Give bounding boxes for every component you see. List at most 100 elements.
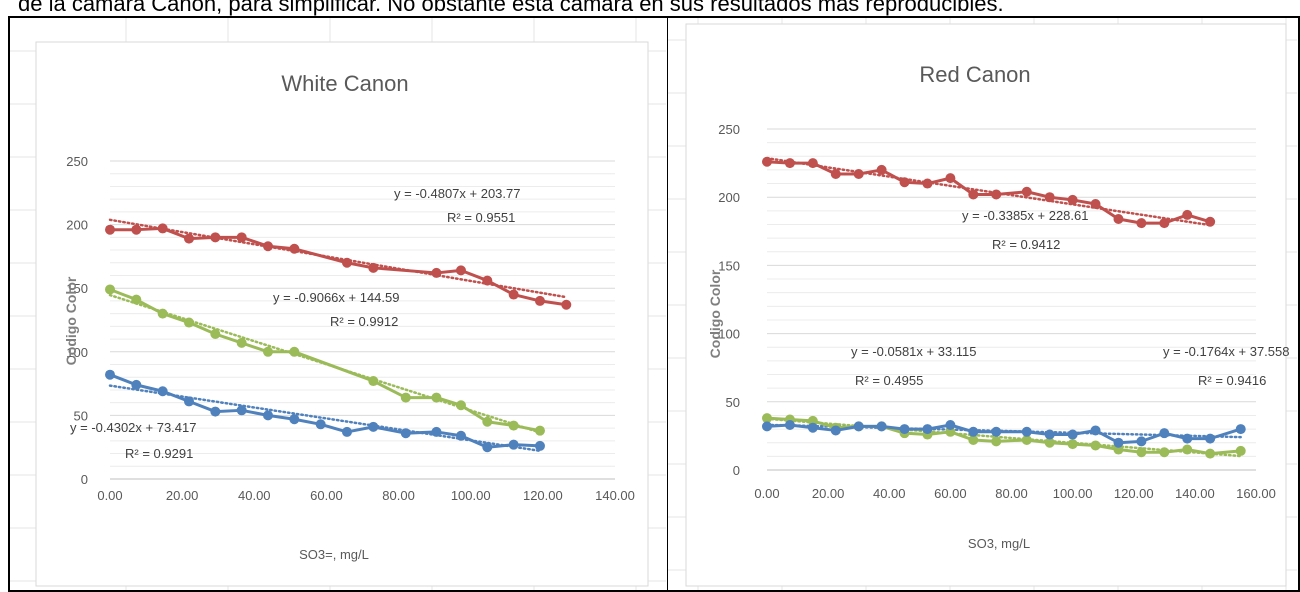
data-point xyxy=(157,223,168,234)
data-point xyxy=(899,424,910,435)
data-point xyxy=(105,224,115,235)
trendline-equation: y = -0.0581x + 33.115 xyxy=(851,344,977,359)
x-tick-label: 120.00 xyxy=(523,488,563,503)
data-point xyxy=(853,169,864,180)
data-point xyxy=(400,428,411,439)
white-canon-chart: White Canon 0 50 100 150 200 250 0.00 20.00 40.0… xyxy=(10,18,666,590)
x-tick-label: 60.00 xyxy=(934,486,967,501)
data-point xyxy=(1136,218,1147,229)
data-point xyxy=(534,440,545,451)
data-point xyxy=(1159,218,1170,229)
trendline-r2: R² = 0.9551 xyxy=(447,210,515,225)
data-point xyxy=(368,376,379,387)
data-point xyxy=(1205,433,1216,444)
x-tick-label: 100.00 xyxy=(451,488,491,503)
data-point xyxy=(236,232,247,243)
data-point xyxy=(1021,426,1032,437)
data-point xyxy=(455,400,466,411)
data-point xyxy=(183,317,194,328)
y-tick-label: 0 xyxy=(733,463,740,478)
y-tick-label: 150 xyxy=(66,281,88,296)
data-point xyxy=(991,426,1002,437)
data-point xyxy=(262,410,273,421)
y-tick-label: 250 xyxy=(66,154,88,169)
y-tick-label: 100 xyxy=(718,327,740,342)
data-point xyxy=(482,275,493,286)
data-point xyxy=(289,243,300,254)
x-axis-label: SO3, mg/L xyxy=(968,536,1030,551)
data-point xyxy=(508,439,519,450)
trendline-r2: R² = 0.9912 xyxy=(330,314,398,329)
trendline-r2: R² = 0.9416 xyxy=(1198,373,1266,388)
data-point xyxy=(968,434,979,445)
trendline-equation: y = -0.4302x + 73.417 xyxy=(70,420,196,435)
data-point xyxy=(762,413,772,424)
data-point xyxy=(183,396,194,407)
data-point xyxy=(341,257,352,268)
data-point xyxy=(945,173,956,184)
data-point xyxy=(534,425,545,436)
data-point xyxy=(1159,447,1170,458)
data-point xyxy=(262,241,273,252)
data-point xyxy=(368,421,379,432)
data-point xyxy=(482,442,493,453)
data-point xyxy=(922,178,933,189)
data-point xyxy=(1090,425,1101,436)
data-point xyxy=(1044,192,1055,203)
data-point xyxy=(1044,437,1055,448)
data-point xyxy=(876,164,887,175)
y-tick-label: 250 xyxy=(718,122,740,137)
data-point xyxy=(105,369,115,380)
data-point xyxy=(1182,209,1193,220)
data-point xyxy=(945,419,956,430)
data-point xyxy=(922,424,933,435)
data-point xyxy=(534,295,545,306)
data-point xyxy=(131,379,142,390)
x-tick-label: 160.00 xyxy=(1236,486,1276,501)
data-point xyxy=(431,267,442,278)
data-point xyxy=(236,337,247,348)
trendline-equation: y = -0.9066x + 144.59 xyxy=(273,290,399,305)
data-point xyxy=(455,265,466,276)
red-canon-chart-frame: Red Canon 0 50 100 150 200 250 0.00 20.00 40.00 6… xyxy=(667,16,1300,592)
white-canon-chart-frame: White Canon 0 50 100 150 200 250 0.00 20.00 40.0… xyxy=(8,16,668,592)
chart-title: White Canon xyxy=(281,71,408,96)
data-point xyxy=(1159,428,1170,439)
data-point xyxy=(289,414,300,425)
data-point xyxy=(1113,437,1124,448)
red-canon-chart: Red Canon 0 50 100 150 200 250 0.00 20.00 40.00 6… xyxy=(668,18,1297,590)
data-point xyxy=(1113,214,1124,225)
data-point xyxy=(1182,444,1193,455)
data-point xyxy=(157,308,168,319)
data-point xyxy=(131,294,142,305)
data-point xyxy=(830,169,841,180)
data-point xyxy=(876,421,887,432)
data-point xyxy=(183,233,194,244)
trendline-r2: R² = 0.4955 xyxy=(855,373,923,388)
trendline-equation: y = -0.4807x + 203.77 xyxy=(394,186,520,201)
x-tick-label: 40.00 xyxy=(238,488,271,503)
data-point xyxy=(131,224,142,235)
x-axis-label: SO3=, mg/L xyxy=(299,547,369,562)
trendline xyxy=(108,218,568,299)
data-point xyxy=(262,346,273,357)
y-tick-label: 50 xyxy=(726,395,740,410)
caption-text: de la cámara Canon, para simplificar. No… xyxy=(18,0,1004,16)
data-point xyxy=(1235,445,1246,456)
data-point xyxy=(236,405,247,416)
data-point xyxy=(784,158,795,169)
data-point xyxy=(431,426,442,437)
data-point xyxy=(431,392,442,403)
y-tick-label: 200 xyxy=(718,190,740,205)
data-point xyxy=(1182,433,1193,444)
x-tick-label: 140.00 xyxy=(1175,486,1215,501)
data-point xyxy=(210,406,221,417)
chart-area xyxy=(685,23,1287,587)
x-tick-label: 40.00 xyxy=(873,486,906,501)
data-point xyxy=(341,426,352,437)
data-point xyxy=(853,421,864,432)
chart-title: Red Canon xyxy=(919,62,1030,87)
x-tick-label: 120.00 xyxy=(1114,486,1154,501)
data-point xyxy=(1136,436,1147,447)
y-axis-label: Codigo Color xyxy=(63,276,79,365)
